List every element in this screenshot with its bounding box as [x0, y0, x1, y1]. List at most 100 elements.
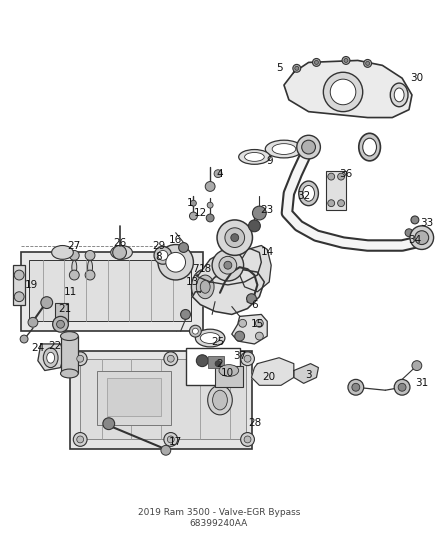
Text: 24: 24: [31, 343, 45, 353]
Circle shape: [212, 249, 244, 281]
Circle shape: [69, 251, 79, 260]
Bar: [13, 265, 25, 304]
Circle shape: [314, 60, 318, 64]
Circle shape: [415, 231, 429, 245]
Bar: [80, 359, 246, 439]
Circle shape: [338, 173, 345, 180]
Text: 30: 30: [410, 73, 424, 83]
Text: 12: 12: [194, 208, 207, 218]
Ellipse shape: [303, 185, 314, 201]
Circle shape: [69, 270, 79, 280]
Circle shape: [313, 59, 320, 67]
Ellipse shape: [219, 365, 239, 376]
Text: 26: 26: [113, 238, 126, 247]
Ellipse shape: [72, 260, 77, 274]
Ellipse shape: [47, 352, 55, 363]
Text: 3: 3: [305, 370, 312, 381]
Ellipse shape: [265, 140, 303, 158]
Bar: [60, 336, 78, 374]
Ellipse shape: [195, 329, 225, 347]
Circle shape: [103, 418, 115, 430]
Circle shape: [330, 79, 356, 105]
Circle shape: [302, 140, 315, 154]
Circle shape: [14, 292, 24, 302]
Circle shape: [328, 200, 335, 207]
Circle shape: [338, 200, 345, 207]
Bar: [326, 171, 346, 210]
Circle shape: [411, 216, 419, 224]
Circle shape: [214, 169, 222, 177]
Circle shape: [240, 433, 254, 446]
Circle shape: [252, 206, 266, 220]
Polygon shape: [251, 358, 294, 385]
Circle shape: [73, 352, 87, 366]
Text: 1: 1: [187, 198, 194, 208]
Ellipse shape: [239, 150, 270, 164]
Text: 33: 33: [420, 218, 433, 228]
Circle shape: [154, 246, 172, 264]
Ellipse shape: [200, 333, 220, 343]
Text: 7: 7: [192, 264, 199, 274]
Bar: [208, 356, 224, 368]
Circle shape: [85, 251, 95, 260]
Text: 32: 32: [297, 191, 310, 201]
Polygon shape: [240, 246, 271, 292]
Circle shape: [179, 243, 188, 253]
Polygon shape: [232, 314, 267, 344]
Text: 11: 11: [64, 287, 77, 297]
Ellipse shape: [390, 83, 408, 107]
Circle shape: [217, 220, 252, 255]
Text: 23: 23: [261, 205, 274, 215]
Circle shape: [161, 446, 171, 455]
Polygon shape: [192, 269, 264, 314]
Circle shape: [352, 383, 360, 391]
Circle shape: [323, 72, 363, 111]
Bar: [215, 366, 243, 387]
Text: 16: 16: [169, 235, 182, 245]
Circle shape: [158, 251, 168, 260]
Circle shape: [113, 246, 127, 259]
Text: 9: 9: [266, 156, 272, 166]
Text: 25: 25: [212, 337, 225, 347]
Circle shape: [166, 253, 186, 272]
Bar: [186, 348, 240, 385]
Circle shape: [398, 383, 406, 391]
Circle shape: [405, 229, 413, 237]
Circle shape: [191, 200, 196, 206]
Text: 21: 21: [58, 303, 71, 313]
Circle shape: [248, 220, 260, 232]
Text: 37: 37: [233, 351, 246, 361]
Polygon shape: [195, 247, 261, 285]
Circle shape: [295, 67, 299, 70]
Bar: [55, 303, 68, 322]
Circle shape: [225, 228, 244, 247]
Ellipse shape: [208, 385, 232, 415]
Bar: [107, 378, 161, 416]
Text: 8: 8: [155, 252, 162, 262]
Text: 14: 14: [261, 247, 274, 257]
Circle shape: [167, 356, 174, 362]
Circle shape: [342, 56, 350, 64]
Text: 27: 27: [67, 240, 81, 251]
Circle shape: [293, 64, 301, 72]
Text: 15: 15: [251, 319, 264, 329]
Bar: [97, 370, 171, 425]
Circle shape: [164, 352, 178, 366]
Circle shape: [247, 294, 256, 304]
Text: 2: 2: [217, 359, 223, 369]
Circle shape: [207, 202, 213, 208]
Circle shape: [344, 59, 348, 62]
Circle shape: [244, 356, 251, 362]
Ellipse shape: [363, 138, 377, 156]
Text: 4: 4: [217, 168, 223, 179]
Circle shape: [394, 379, 410, 395]
Circle shape: [205, 182, 215, 191]
Text: 18: 18: [198, 264, 212, 274]
Text: 29: 29: [152, 240, 166, 251]
Circle shape: [231, 233, 239, 241]
Circle shape: [167, 436, 174, 443]
Circle shape: [215, 361, 221, 367]
Circle shape: [14, 270, 24, 280]
Circle shape: [255, 319, 263, 327]
Circle shape: [73, 433, 87, 446]
